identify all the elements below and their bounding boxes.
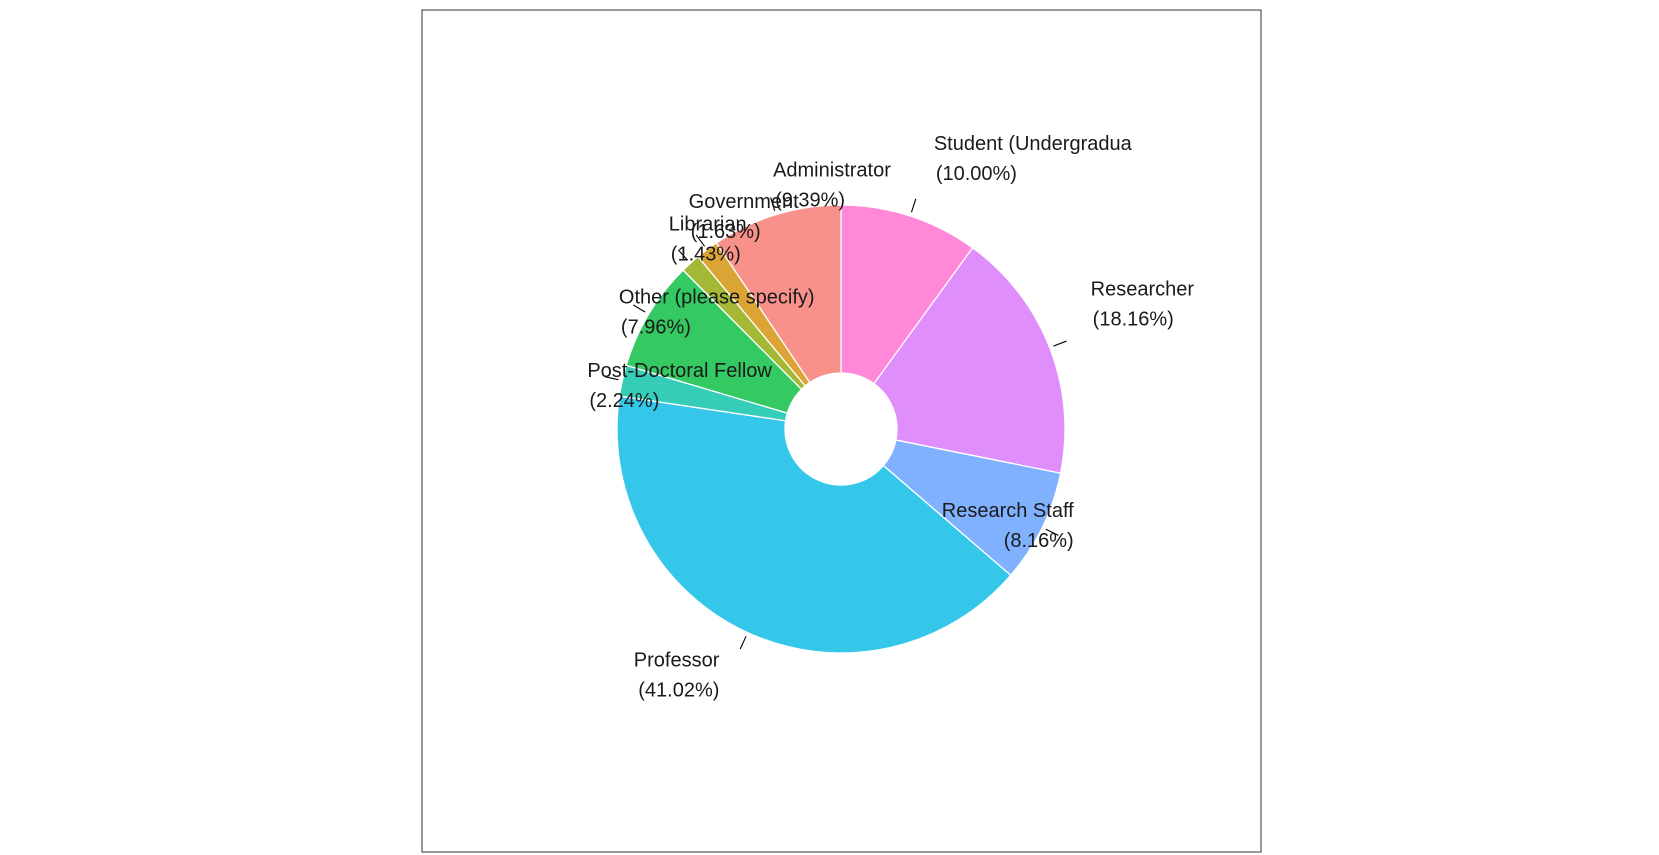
leader-lines-group (604, 197, 1067, 650)
slice-label-name: Librarian (669, 214, 747, 236)
leader-line (632, 304, 646, 313)
leader-line (1053, 340, 1067, 347)
slice-label-percent: (2.24%) (589, 390, 659, 412)
slice-research-staff (882, 439, 1062, 577)
slice-label-percent: (18.16%) (1093, 309, 1174, 331)
slice-label: Administrator (9.39%) (773, 160, 891, 212)
slice-label-percent: (10.00%) (936, 163, 1017, 185)
slice-label: Professor (41.02%) (634, 650, 720, 702)
slice-label-name: Researcher (1091, 279, 1195, 301)
slice-label: Student (Undergradua (10.00%) (934, 133, 1133, 185)
slice-label-name: Administrator (773, 160, 891, 182)
slice-label-name: Professor (634, 650, 720, 672)
slice-label-percent: (7.96%) (621, 317, 691, 339)
slice-label: Researcher (18.16%) (1091, 279, 1195, 331)
labels-group: Student (Undergradua (10.00%) Researcher (1… (587, 133, 1194, 702)
slice-label-percent: (1.43%) (671, 244, 741, 266)
slice-label-name: Other (please specify) (619, 287, 815, 309)
slice-label: Research Staff (8.16%) (942, 500, 1074, 552)
slice-label: Librarian (1.43%) (669, 214, 747, 266)
slice-administrator (715, 204, 842, 384)
leader-line (1045, 528, 1059, 536)
slice-label: Government (1.63%) (689, 191, 799, 243)
leader-line (695, 234, 706, 247)
slice-label-name: Student (Undergradua (934, 133, 1133, 155)
slice-label-percent: (8.16%) (1004, 530, 1074, 552)
slice-label: Other (please specify) (7.96%) (619, 287, 815, 339)
slice-student-undergraduate (840, 204, 974, 385)
leader-line (677, 249, 689, 261)
leader-line (770, 197, 776, 212)
slices-group (616, 204, 1066, 654)
slice-label-name: Government (689, 191, 799, 213)
slice-label-percent: (9.39%) (775, 190, 845, 212)
plot-panel-border (421, 9, 1262, 853)
leader-line (739, 636, 747, 650)
slice-researcher (873, 246, 1066, 474)
slice-label-name: Research Staff (942, 500, 1074, 522)
slice-label: Post-Doctoral Fellow (2.24%) (587, 360, 772, 412)
slice-label-name: Post-Doctoral Fellow (587, 360, 772, 382)
slice-label-percent: (41.02%) (638, 680, 719, 702)
leader-line (910, 198, 917, 213)
slice-professor (616, 395, 1012, 654)
slice-label-percent: (1.63%) (691, 221, 761, 243)
leader-line (604, 376, 619, 381)
